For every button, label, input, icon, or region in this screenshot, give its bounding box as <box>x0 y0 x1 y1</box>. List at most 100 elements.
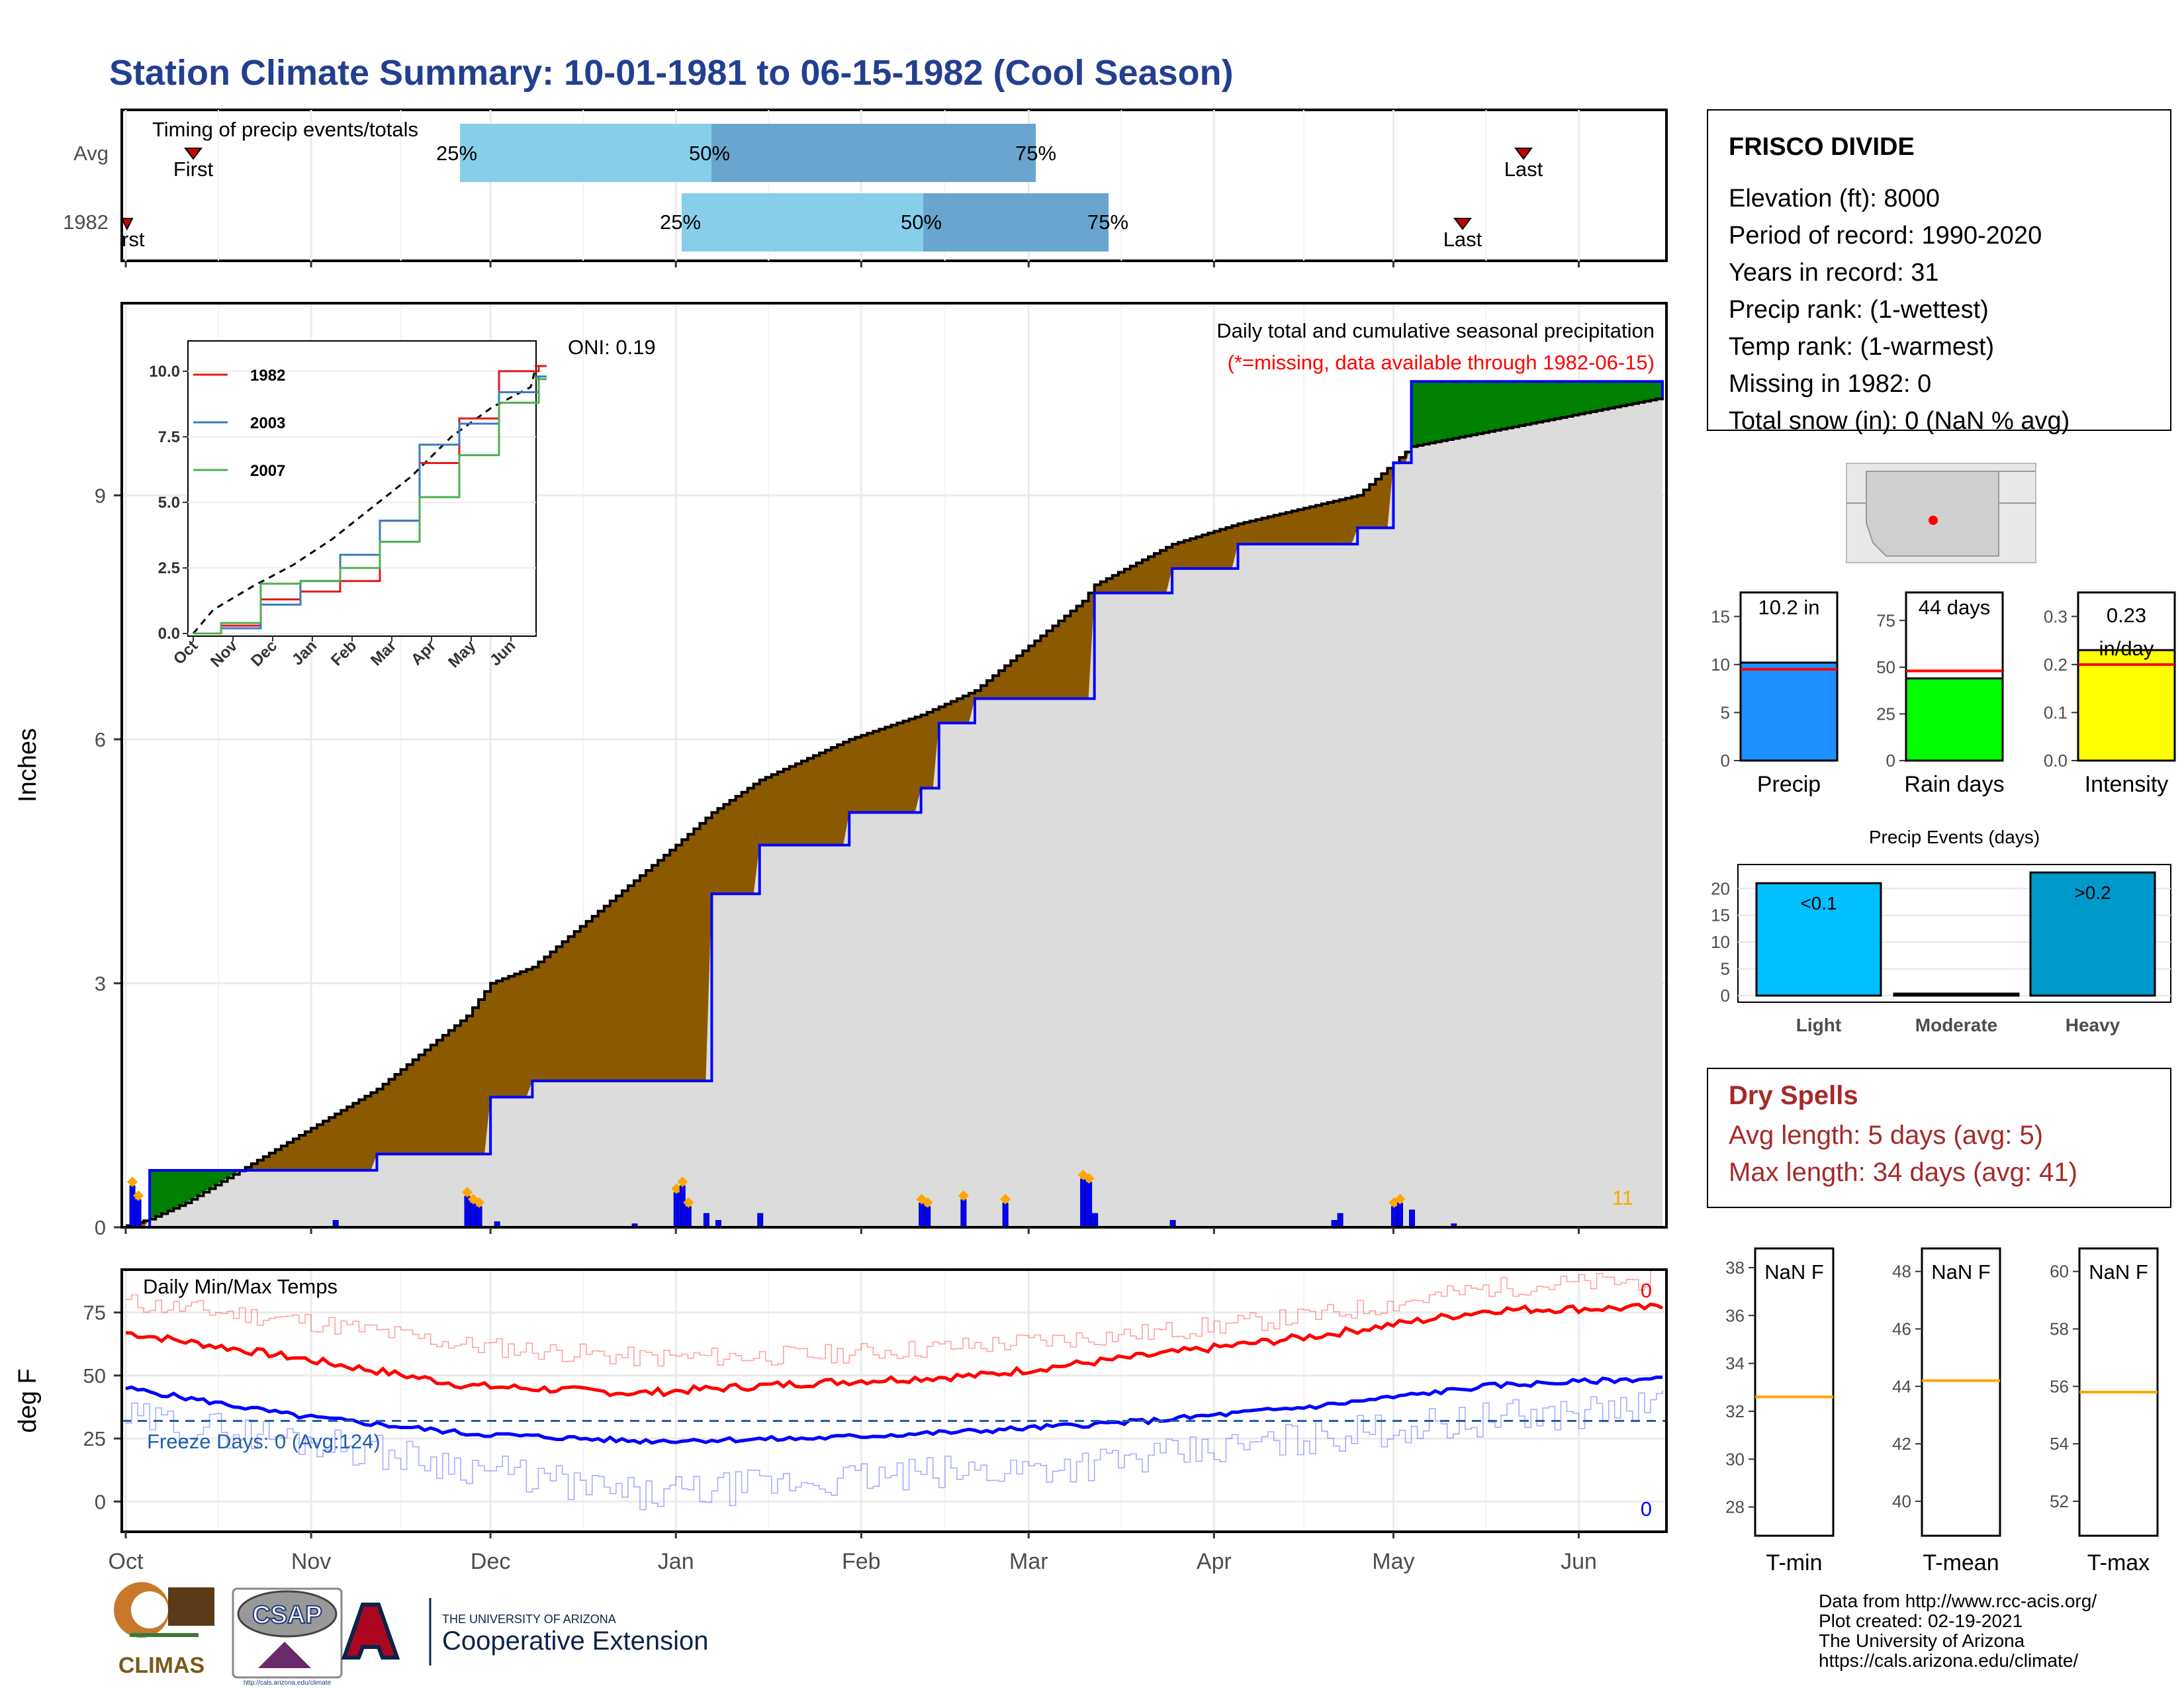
below-average-fill <box>317 1124 324 1170</box>
heavy-event-marker <box>677 1176 688 1188</box>
daily-precip-bar <box>1086 1182 1093 1228</box>
heavy-event-marker <box>133 1190 144 1201</box>
daily-precip-bar <box>470 1202 477 1228</box>
below-average-fill <box>365 1096 372 1170</box>
temp-y-tick-label: 0 <box>95 1490 106 1513</box>
below-average-fill <box>897 723 904 813</box>
above-average-fill <box>1417 381 1424 445</box>
below-average-fill <box>974 690 981 699</box>
below-average-fill <box>544 957 551 1081</box>
precip-legend-title: Daily total and cumulative seasonal prec… <box>1216 319 1655 342</box>
below-average-fill <box>1136 563 1143 593</box>
below-average-fill <box>1046 631 1054 699</box>
heavy-event-marker <box>127 1176 138 1188</box>
below-average-fill <box>496 980 503 1098</box>
summary-y-tick-label: 0.3 <box>2044 606 2068 626</box>
above-average-fill <box>1531 381 1537 424</box>
summary-bar-fill <box>1739 661 1839 762</box>
below-average-fill <box>646 870 653 1081</box>
footer-credit-line: Data from http://www.rcc-acis.org/ <box>1819 1591 2097 1611</box>
precip-events-title: Precip Events (days) <box>1869 827 2040 847</box>
below-average-fill <box>586 921 593 1081</box>
below-average-fill <box>1267 516 1275 544</box>
station-name: FRISCO DIVIDE <box>1729 133 1915 161</box>
y-tick-label: 9 <box>95 484 106 507</box>
timing-avg-p25: 25% <box>436 142 477 165</box>
below-average-fill <box>938 706 946 724</box>
ua-small-text: THE UNIVERSITY OF ARIZONA <box>442 1613 616 1626</box>
below-average-fill <box>723 804 731 894</box>
above-average-fill <box>233 1170 240 1175</box>
summary-y-tick-label: 50 <box>1876 657 1895 677</box>
inset-legend-label: 1982 <box>250 367 285 385</box>
temp-box-frame <box>1921 1247 2001 1537</box>
above-average-fill <box>1471 381 1478 436</box>
dry-spells-avg: Avg length: 5 days (avg: 5) <box>1729 1121 2043 1150</box>
below-average-fill <box>1034 641 1041 699</box>
daily-precip-bar <box>129 1185 136 1228</box>
summary-y-tick-label: 25 <box>1876 704 1895 724</box>
temp-boxes: 28 30 32 34 36 38 NaN F T-min 40 42 44 46 48 NaN F T-m… <box>1725 1247 2159 1575</box>
precip-ylabel: Inches <box>14 728 42 802</box>
below-average-fill <box>377 1089 384 1154</box>
below-average-fill <box>478 1000 485 1154</box>
below-average-fill <box>1250 520 1257 544</box>
temp-panel: 0 25 50 75 Daily Min/Max Temps deg F Freeze… <box>14 1268 1668 1533</box>
summary-y-tick-label: 0.1 <box>2044 702 2068 722</box>
footer-credit-line: https://cals.arizona.edu/climate/ <box>1819 1650 2078 1671</box>
above-average-fill <box>1488 381 1496 432</box>
page-title: Station Climate Summary: 10-01-1981 to 0… <box>109 53 1234 93</box>
temp-box-tick-label: 38 <box>1725 1258 1745 1278</box>
below-average-fill <box>520 971 527 1098</box>
above-average-fill <box>1411 381 1418 447</box>
timing-row-1982: 1982 <box>63 211 109 234</box>
below-average-fill <box>849 739 856 813</box>
below-average-fill <box>604 906 611 1081</box>
below-average-fill <box>245 1167 252 1170</box>
above-average-fill <box>1447 381 1454 440</box>
events-category-label: Moderate <box>1915 1015 1997 1035</box>
average-min-line <box>125 1376 1663 1445</box>
below-average-fill <box>436 1040 443 1154</box>
csap-logo: CSAP http://cals.arizona.edu/climate <box>232 1587 343 1687</box>
below-average-fill <box>574 931 581 1081</box>
summary-bar-value: 44 days <box>1919 596 1991 619</box>
precip-count: 11 <box>1612 1186 1633 1209</box>
above-average-fill <box>1620 381 1627 406</box>
below-average-fill <box>813 755 820 845</box>
observed-cumulative-line <box>126 380 1664 1229</box>
climas-logo-text: CLIMAS <box>118 1653 205 1678</box>
first-1982-marker-icon <box>120 218 134 231</box>
below-average-fill <box>676 845 682 1081</box>
daily-precip-bar <box>1396 1202 1403 1228</box>
above-average-fill <box>1441 381 1448 441</box>
below-average-fill <box>807 758 814 845</box>
events-y-tick-label: 15 <box>1711 906 1730 925</box>
above-average-fill <box>1519 381 1525 426</box>
oni-label: ONI: 0.19 <box>568 336 656 359</box>
below-average-fill <box>347 1107 353 1170</box>
month-tick-label: Jan <box>658 1549 694 1574</box>
above-average-fill <box>1453 381 1460 439</box>
below-average-fill <box>1255 519 1263 544</box>
below-average-fill <box>819 753 826 845</box>
below-average-fill <box>759 780 766 845</box>
below-average-fill <box>1399 457 1406 463</box>
below-average-fill <box>514 974 521 1098</box>
below-average-fill <box>670 850 676 1081</box>
temp-box-tick-label: 48 <box>1892 1262 1911 1282</box>
ua-big-text: Cooperative Extension <box>442 1626 708 1656</box>
below-average-fill <box>454 1025 461 1154</box>
below-average-fill <box>1351 496 1358 544</box>
below-average-fill <box>1345 498 1352 544</box>
below-average-fill <box>981 685 987 699</box>
below-average-fill <box>329 1117 336 1170</box>
summary-y-tick-label: 5 <box>1721 702 1730 722</box>
timing-1982-bar-25-50 <box>682 193 923 252</box>
dry-spells-box: Dry Spells Avg length: 5 days (avg: 5) M… <box>1707 1068 2171 1208</box>
below-average-fill <box>1334 500 1340 544</box>
below-average-fill <box>406 1064 414 1154</box>
below-average-fill <box>400 1069 408 1154</box>
below-average-fill <box>861 735 868 813</box>
below-average-fill <box>568 936 575 1081</box>
